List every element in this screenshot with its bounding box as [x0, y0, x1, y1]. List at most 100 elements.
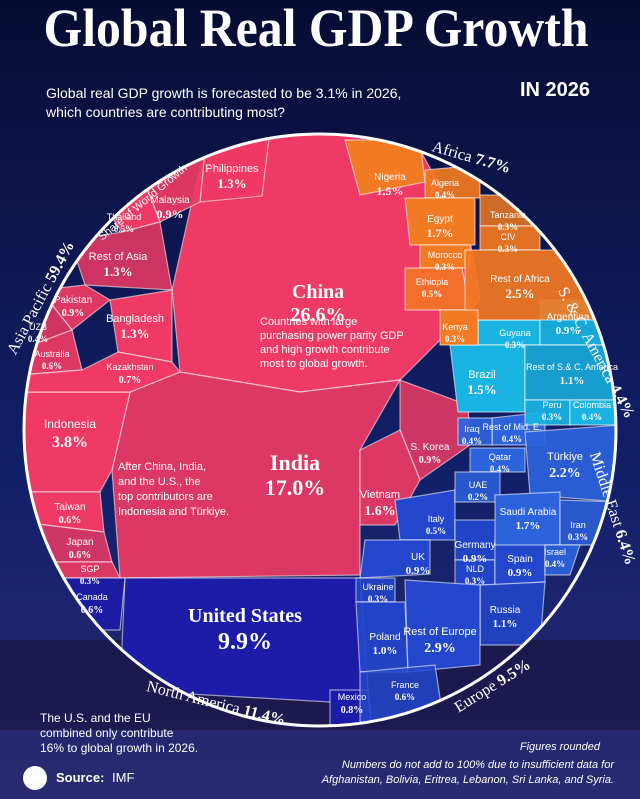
value-label: 1.3% [103, 264, 132, 279]
country-name: Saudi Arabia [500, 507, 557, 518]
value-label: 1.1% [560, 375, 585, 387]
value-label: 0.3% [465, 576, 485, 586]
country-name: Brazil [468, 369, 496, 381]
country-cell [524, 344, 616, 401]
value-label: 0.9% [463, 553, 488, 565]
country-name: Ukraine [362, 582, 393, 592]
annotation: purchasing power parity GDP [260, 330, 404, 342]
country-cell [457, 417, 493, 446]
country-name: France [391, 680, 419, 690]
country-name: China [292, 281, 344, 303]
country-name: Rest of Mid. E. [482, 422, 541, 432]
country-cell [439, 309, 479, 346]
country-cell [469, 447, 526, 473]
value-label: 1.6% [364, 504, 396, 519]
value-label: 0.2% [468, 492, 488, 502]
source-label: Source: [56, 770, 104, 785]
country-name: UK [411, 552, 425, 563]
country-name: S. Korea [411, 442, 450, 453]
value-label: 0.5% [114, 224, 134, 234]
value-label: 2.2% [549, 466, 581, 481]
annotation: top contributors are [118, 491, 213, 503]
value-label: 0.3% [368, 594, 388, 604]
value-label: 0.4% [490, 464, 510, 474]
source: IMF [112, 770, 134, 785]
value-label: 0.9% [508, 567, 533, 579]
annotation: Countries with large [260, 316, 357, 328]
country-name: Rest of Asia [89, 251, 149, 263]
note: Afghanistan, Bolivia, Eritrea, Lebanon, … [321, 774, 614, 786]
country-name: Peru [542, 400, 561, 410]
country-cell [404, 197, 476, 246]
country-name: Rest of Africa [490, 274, 550, 285]
value-label: 1.0% [373, 645, 398, 657]
country-name: Tanzania [490, 210, 526, 220]
value-label: 0.6% [42, 361, 62, 371]
country-name: Qatar [489, 452, 512, 462]
value-label: 1.5% [377, 184, 404, 198]
value-label: 0.3% [498, 244, 518, 254]
country-cell [24, 351, 181, 393]
title-year: IN 2026 [520, 79, 590, 101]
country-name: SGP [80, 564, 99, 574]
value-label: 3.8% [52, 434, 88, 451]
country-name: Kazakhstan [106, 362, 153, 372]
country-name: Kenya [442, 322, 468, 332]
country-name: Algeria [431, 178, 459, 188]
value-label: 0.6% [395, 692, 415, 702]
value-label: 1.5% [467, 382, 496, 397]
country-name: Türkiye [547, 451, 583, 463]
value-label: 0.3% [80, 576, 100, 586]
country-name: United States [188, 605, 302, 627]
value-label: 26.6% [291, 304, 346, 326]
country-name: Mexico [338, 692, 367, 702]
annotation: combined only contribute [40, 726, 174, 740]
country-cell [544, 544, 581, 576]
value-label: 0.3% [542, 412, 562, 422]
value-label: 0.9% [419, 455, 442, 466]
value-label: 17.0% [265, 475, 326, 500]
country-name: Taiwan [54, 502, 85, 513]
country-name: UZB [29, 322, 47, 332]
logo [23, 766, 47, 790]
value-label: 0.3% [445, 334, 465, 344]
value-label: 0.6% [81, 605, 104, 616]
country-cell [494, 491, 561, 546]
annotation: and the U.S., the [118, 476, 201, 488]
country-name: Japan [66, 537, 93, 548]
country-name: Thailand [107, 212, 142, 222]
value-label: 0.9% [157, 207, 184, 221]
country-name: Colombia [573, 400, 611, 410]
value-label: 1.3% [217, 176, 246, 191]
annotation: After China, India, [118, 461, 206, 473]
value-label: 0.4% [462, 436, 482, 446]
value-label: 0.4% [582, 412, 602, 422]
intro: Global real GDP growth is forecasted to … [46, 85, 401, 101]
country-cell [111, 371, 402, 579]
country-name: Russia [490, 605, 521, 616]
value-label: 0.8% [341, 705, 364, 716]
annotation: most to global growth. [260, 358, 368, 370]
country-name: Egypt [427, 214, 453, 225]
country-name: Rest of Europe [403, 626, 476, 638]
country-name: NLD [466, 564, 485, 574]
country-name: Indonesia [44, 417, 96, 431]
value-label: 0.3% [498, 222, 518, 232]
country-name: Malaysia [150, 195, 190, 206]
country-name: Israel [544, 547, 566, 557]
country-cell [524, 424, 616, 503]
country-name: Spain [507, 554, 533, 565]
voronoi [24, 134, 616, 726]
value-label: 0.4% [435, 190, 455, 200]
country-name: Ethiopia [416, 277, 449, 287]
country-name: India [270, 450, 320, 475]
note: Numbers do not add to 100% due to insuff… [342, 759, 615, 771]
value-label: 0.3% [435, 262, 455, 272]
annotation: The U.S. and the EU [40, 711, 151, 725]
note: Figures rounded [520, 741, 601, 753]
intro: which countries are contributing most? [45, 104, 285, 120]
value-label: 2.5% [505, 286, 534, 301]
outline [22, 132, 618, 728]
value-label: 0.6% [59, 515, 82, 526]
